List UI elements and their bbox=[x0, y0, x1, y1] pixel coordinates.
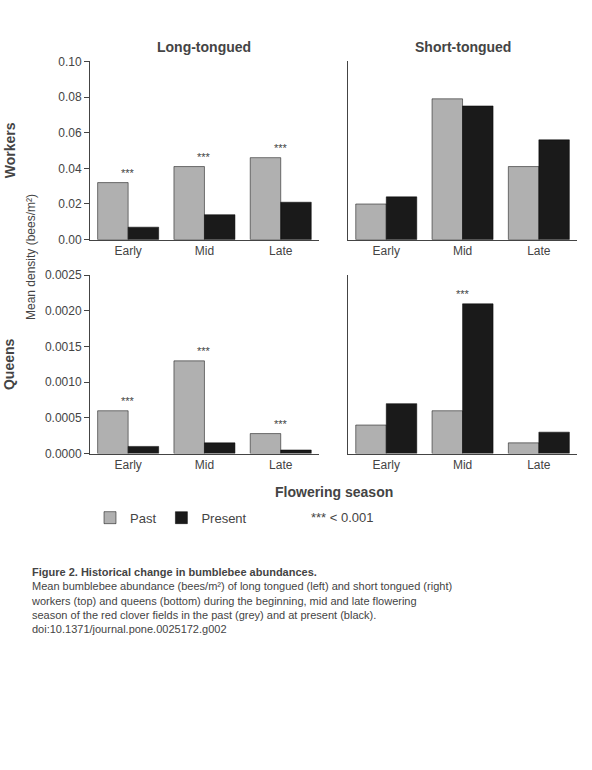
svg-text:***: *** bbox=[274, 418, 288, 430]
svg-text:Late: Late bbox=[527, 244, 551, 258]
svg-text:0.0015: 0.0015 bbox=[45, 340, 82, 354]
svg-text:***: *** bbox=[274, 142, 288, 154]
svg-text:Queens: Queens bbox=[1, 338, 17, 390]
svg-text:0.0025: 0.0025 bbox=[45, 268, 82, 282]
svg-text:0.00: 0.00 bbox=[58, 233, 82, 247]
svg-text:***: *** bbox=[197, 345, 211, 357]
svg-text:0.06: 0.06 bbox=[58, 126, 82, 140]
svg-text:Early: Early bbox=[373, 458, 400, 472]
svg-text:0.04: 0.04 bbox=[58, 162, 82, 176]
svg-text:0.0005: 0.0005 bbox=[45, 411, 82, 425]
svg-text:Mid: Mid bbox=[453, 244, 472, 258]
svg-text:Late: Late bbox=[269, 458, 293, 472]
svg-text:Early: Early bbox=[114, 244, 141, 258]
svg-text:***: *** bbox=[121, 167, 135, 179]
svg-text:Mid: Mid bbox=[195, 458, 214, 472]
svg-text:***: *** bbox=[121, 395, 135, 407]
svg-text:0.10: 0.10 bbox=[58, 55, 82, 69]
svg-text:***: *** bbox=[197, 151, 211, 163]
svg-text:0.0010: 0.0010 bbox=[45, 375, 82, 389]
svg-text:Late: Late bbox=[527, 458, 551, 472]
svg-text:0.0000: 0.0000 bbox=[45, 447, 82, 461]
svg-text:Present: Present bbox=[201, 511, 246, 526]
svg-text:0.0020: 0.0020 bbox=[45, 304, 82, 318]
svg-text:Mid: Mid bbox=[195, 244, 214, 258]
svg-text:Early: Early bbox=[114, 458, 141, 472]
svg-text:Short-tongued: Short-tongued bbox=[415, 39, 511, 55]
svg-text:Flowering season: Flowering season bbox=[275, 484, 393, 500]
svg-text:Late: Late bbox=[269, 244, 293, 258]
svg-text:Mean density (bees/m²): Mean density (bees/m²) bbox=[24, 194, 38, 320]
svg-text:0.08: 0.08 bbox=[58, 90, 82, 104]
svg-text:0.02: 0.02 bbox=[58, 197, 82, 211]
svg-text:Past: Past bbox=[130, 511, 156, 526]
svg-text:*** < 0.001: *** < 0.001 bbox=[311, 510, 374, 525]
svg-text:Workers: Workers bbox=[2, 122, 18, 178]
svg-text:Figure 2. Historical change in: Figure 2. Historical change in bumblebee… bbox=[31, 566, 452, 635]
svg-text:Early: Early bbox=[373, 244, 400, 258]
svg-text:Mid: Mid bbox=[453, 458, 472, 472]
svg-text:Long-tongued: Long-tongued bbox=[157, 39, 251, 55]
svg-text:***: *** bbox=[456, 288, 470, 300]
